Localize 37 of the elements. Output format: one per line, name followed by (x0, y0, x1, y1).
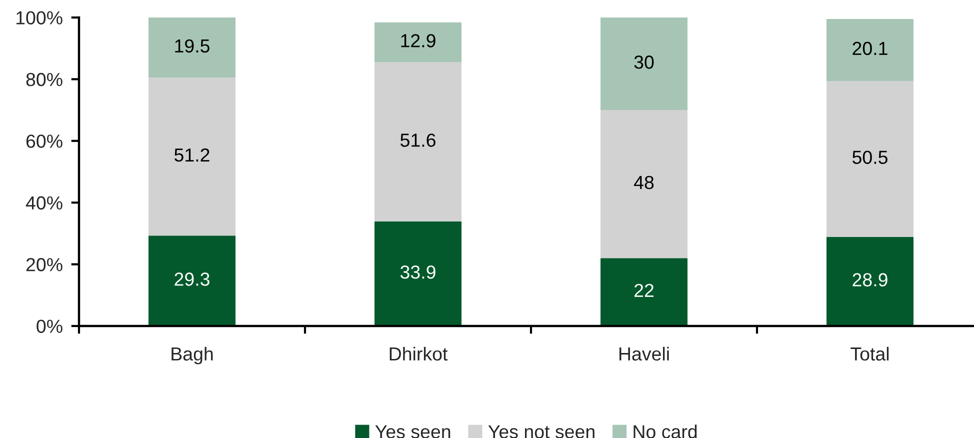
data-label: 20.1 (852, 42, 888, 56)
data-label: 28.9 (852, 273, 888, 286)
x-tick-label: Haveli (619, 346, 669, 361)
x-tick-label: Dhirkot (390, 346, 448, 361)
bar (148, 18, 236, 78)
data-label: 48 (634, 176, 654, 190)
bar (600, 110, 688, 258)
data-label: 33.9 (400, 265, 436, 279)
y-tick-label: 60% (26, 134, 62, 148)
bar (374, 221, 462, 326)
y-tick-label: 100% (16, 11, 62, 24)
x-tick-label: Total (850, 346, 889, 361)
bar (826, 81, 914, 237)
bar (374, 62, 462, 222)
x-tick-label: Bagh (172, 346, 213, 364)
y-tick-label: 40% (26, 196, 62, 210)
legend-label: No card (634, 424, 697, 438)
data-label: 19.5 (175, 39, 210, 53)
data-label: 51.2 (174, 148, 210, 162)
y-tick-label: 0% (36, 320, 62, 333)
bar (600, 18, 688, 110)
y-tick-label: 80% (26, 72, 62, 86)
bar (826, 236, 914, 326)
bar (148, 78, 236, 236)
data-label: 22 (634, 284, 654, 297)
legend-label: Yes seen (375, 425, 450, 438)
data-label: 51.6 (400, 134, 436, 147)
bar (374, 22, 462, 62)
bar (148, 236, 236, 326)
data-label: 12.9 (401, 34, 436, 48)
y-tick-label: 20% (26, 258, 62, 272)
data-label: 30 (634, 56, 654, 69)
data-label: 29.3 (174, 272, 210, 286)
bar (826, 19, 914, 82)
legend-label: Yes not seen (488, 425, 594, 438)
bar (600, 258, 688, 326)
data-label: 50.5 (852, 150, 888, 164)
